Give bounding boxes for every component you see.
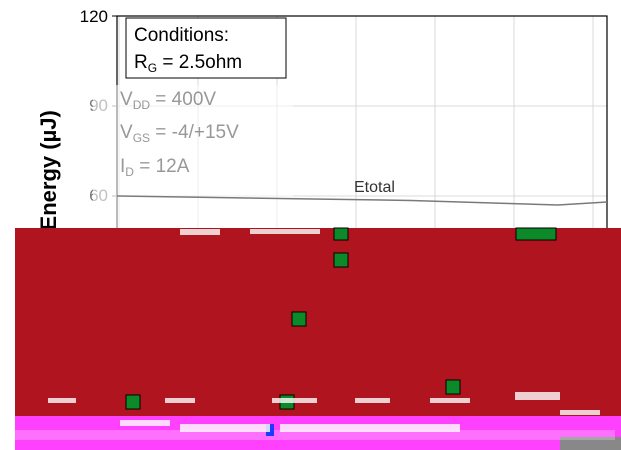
series-label-etotal: Etotal [354, 179, 395, 196]
data-marker [333, 227, 349, 241]
overlay-white-strip [15, 430, 615, 440]
data-marker [291, 311, 307, 327]
series-line-etotal [116, 195, 608, 206]
data-marker [445, 379, 461, 395]
conditions-heading: Conditions: [134, 25, 229, 46]
data-marker [515, 227, 557, 241]
overlay-red-block [15, 228, 621, 416]
conditions-list: VDD = 400V VGS = -4/+15V ID = 12A [93, 85, 293, 230]
overlay-grey-patch [560, 437, 621, 450]
y-tick-label: 120 [80, 7, 108, 26]
conditions-box: Conditions: RG = 2.5ohm [125, 17, 287, 79]
data-marker [333, 252, 349, 268]
overlay-magenta-band [15, 416, 621, 450]
condition-vdd: VDD = 400V [120, 89, 216, 112]
condition-rg: RG = 2.5ohm [134, 52, 242, 75]
image-corruption-overlay [15, 227, 621, 450]
data-marker [125, 394, 141, 410]
condition-id: ID = 12A [120, 156, 190, 179]
y-axis-label: g Energy (µJ) [36, 110, 61, 250]
condition-vgs: VGS = -4/+15V [120, 122, 239, 145]
artifact-noise [48, 229, 600, 432]
